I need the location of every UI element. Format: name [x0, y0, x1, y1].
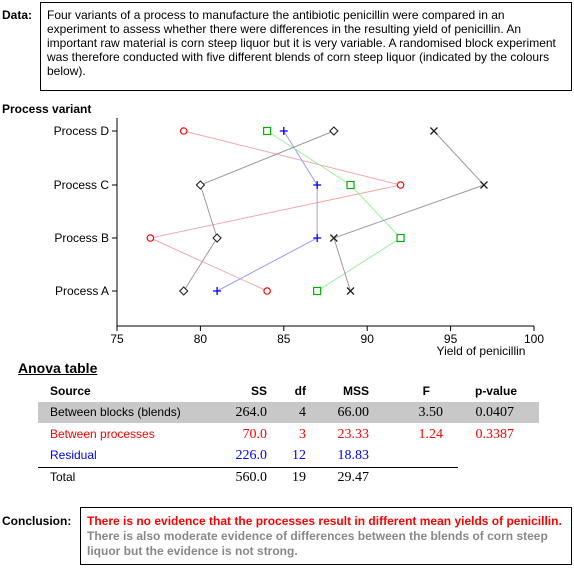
anova-cell-mss: 18.83 — [337, 448, 370, 463]
x-tick-label: 80 — [194, 332, 208, 346]
anova-row: Between processes 70.0 3 23.33 1.24 0.3387 — [38, 424, 539, 445]
series-line — [266, 130, 402, 292]
data-point — [146, 234, 155, 242]
anova-header-row: Source SS df MSS F p-value — [38, 382, 539, 403]
header-p-value: p-value — [474, 384, 517, 398]
anova-cell-mss: 23.33 — [337, 427, 370, 442]
anova-cell-source: Total — [50, 470, 76, 484]
y-tick-label: Process B — [54, 231, 109, 245]
data-point — [480, 181, 488, 189]
y-axis-title: Process variant — [2, 102, 91, 116]
series-line — [333, 130, 485, 292]
conclusion-box: There is no evidence that the processes … — [80, 507, 572, 565]
data-point — [178, 286, 189, 296]
conclusion-main: There is no evidence that the processes … — [87, 514, 562, 528]
anova-cell-df: 19 — [292, 470, 306, 485]
anova-row: Between blocks (blends) 264.0 4 66.00 3.50 0.… — [38, 402, 539, 423]
anova-cell-source: Between blocks (blends) — [50, 405, 181, 419]
anova-title: Anova table — [18, 360, 98, 376]
anova-cell-f: 3.50 — [418, 405, 444, 420]
header-mss: MSS — [342, 384, 369, 398]
header-ss: SS — [250, 384, 267, 398]
data-point — [263, 287, 271, 295]
anova-cell-f: 1.24 — [418, 427, 444, 442]
header-f: F — [422, 384, 430, 398]
data-point — [279, 127, 288, 135]
x-tick-label: 75 — [110, 332, 124, 346]
anova-cell-df: 4 — [299, 405, 306, 420]
anova-cell-mss: 29.47 — [337, 470, 370, 485]
anova-cell-p: 0.0407 — [475, 405, 515, 420]
data-point — [396, 181, 405, 189]
data-point — [195, 180, 206, 190]
data-point — [313, 286, 322, 296]
data-point — [346, 180, 355, 190]
data-point — [396, 233, 405, 243]
data-point — [346, 287, 355, 295]
x-tick-label: 95 — [444, 332, 458, 346]
x-axis-title: Yield of penicillin — [437, 344, 526, 358]
total-divider — [38, 467, 458, 468]
series-line — [216, 130, 318, 292]
x-tick-label: 85 — [277, 332, 291, 346]
series-line — [183, 130, 335, 292]
y-tick-label: Process D — [54, 124, 110, 138]
conclusion-label: Conclusion: — [2, 514, 72, 528]
anova-cell-source: Residual — [50, 448, 97, 462]
header-source: Source — [50, 384, 91, 398]
anova-cell-source: Between processes — [50, 427, 155, 441]
header-df: df — [294, 384, 306, 398]
data-label: Data: — [2, 8, 33, 22]
anova-cell-mss: 66.00 — [337, 405, 370, 420]
series-line — [148, 130, 401, 292]
data-point — [179, 127, 188, 135]
y-tick-label: Process C — [54, 178, 110, 192]
x-tick-label: 90 — [361, 332, 375, 346]
anova-row: Residual 226.0 12 18.83 — [38, 445, 539, 466]
data-description-text: Four variants of a process to manufactur… — [47, 8, 556, 78]
anova-cell-ss: 226.0 — [235, 448, 268, 463]
y-tick-label: Process A — [55, 284, 109, 298]
data-point — [329, 234, 338, 242]
anova-row: Total 560.0 19 29.47 — [38, 467, 539, 488]
anova-cell-ss: 70.0 — [242, 427, 268, 442]
data-point — [313, 234, 322, 242]
data-point — [429, 127, 438, 135]
data-point — [313, 181, 322, 189]
anova-cell-df: 12 — [292, 448, 306, 463]
anova-cell-ss: 264.0 — [235, 405, 268, 420]
conclusion-secondary: There is also moderate evidence of diffe… — [87, 529, 548, 558]
anova-cell-df: 3 — [299, 427, 306, 442]
anova-cell-p: 0.3387 — [475, 427, 515, 442]
data-point — [329, 126, 339, 136]
x-tick-label: 100 — [524, 332, 544, 346]
anova-cell-ss: 560.0 — [235, 470, 268, 485]
data-point — [213, 287, 222, 295]
data-description-box: Four variants of a process to manufactur… — [40, 2, 572, 91]
data-point — [263, 126, 272, 136]
data-point — [212, 233, 222, 243]
